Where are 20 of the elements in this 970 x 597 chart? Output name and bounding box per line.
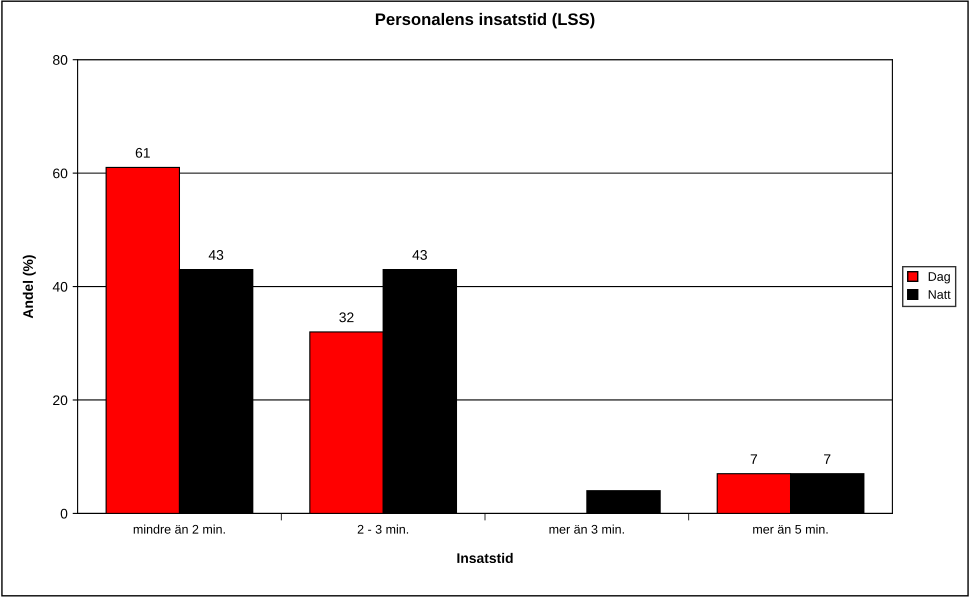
y-tick-label: 40 <box>52 282 68 292</box>
chart-title: Personalens insatstid (LSS) <box>376 12 594 28</box>
x-tick-label: 2 - 3 min. <box>358 524 408 534</box>
data-label: 7 <box>750 454 758 464</box>
data-label: 61 <box>136 148 150 158</box>
y-tick-label: 20 <box>53 395 68 406</box>
legend-label: Natt <box>928 290 951 299</box>
x-axis-title: Insatstid <box>457 552 513 564</box>
data-label: 7 <box>824 454 830 464</box>
legend-label: Dag <box>928 272 950 284</box>
data-label: 43 <box>412 250 427 260</box>
y-tick-label: 80 <box>53 55 68 65</box>
data-label: 32 <box>339 312 354 322</box>
x-tick-label: mer än 3 min. <box>549 524 624 534</box>
y-tick-label: 0 <box>60 508 68 519</box>
data-label: 43 <box>208 250 224 260</box>
x-tick-label: mindre än 2 min. <box>134 524 225 534</box>
y-axis-title: Andel (%) <box>22 255 36 318</box>
y-tick-label: 60 <box>53 168 68 178</box>
x-tick-label: mer än 5 min. <box>753 524 828 534</box>
